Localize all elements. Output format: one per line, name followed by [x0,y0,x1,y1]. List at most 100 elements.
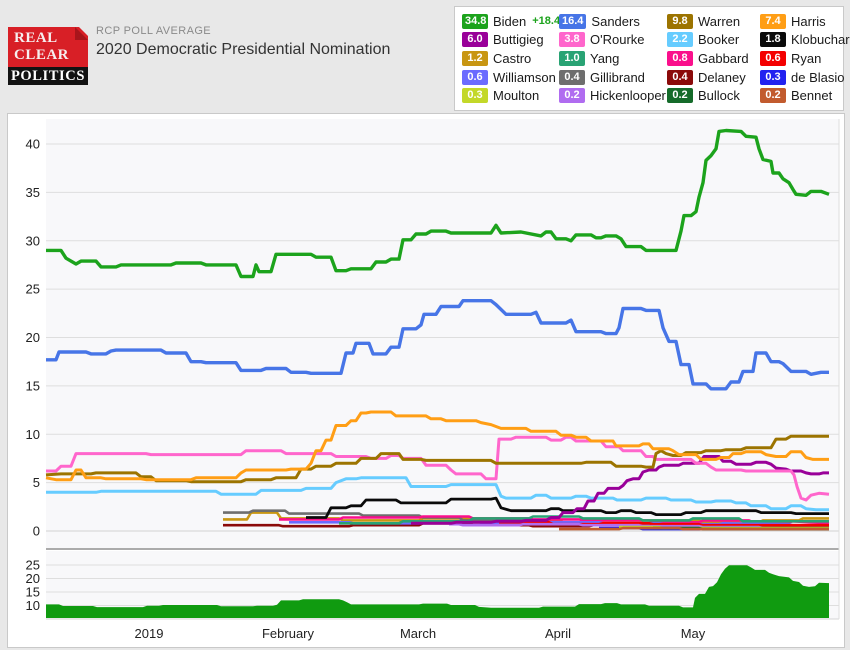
legend-candidate-name: de Blasio [791,69,845,85]
legend-entry-o-rourke[interactable]: 3.8 O'Rourke [559,31,665,50]
legend-column: 7.4 Harris 1.8 Klobuchar 0.6 Ryan 0.3 de Blasio… [760,12,850,105]
legend-candidate-name: Booker [698,32,740,48]
legend-entry-sanders[interactable]: 16.4 Sanders [559,12,665,31]
legend-candidate-name: Klobuchar [791,32,850,48]
chart-kicker: RCP POLL AVERAGE [96,25,212,37]
legend-value-badge: 0.4 [667,69,693,85]
legend-value-badge: 0.2 [559,88,585,104]
rcp-logo[interactable]: REAL CLEAR POLITICS [8,26,89,85]
legend-candidate-name: Gillibrand [590,69,645,85]
legend-value-badge: 16.4 [559,13,587,29]
legend-column: 9.8 Warren 2.2 Booker 0.8 Gabbard 0.4 Delaney 0.… [667,12,758,105]
legend-candidate-name: Biden [493,13,527,29]
legend-candidate-name: Gabbard [698,50,749,66]
legend-entry-hickenlooper[interactable]: 0.2 Hickenlooper [559,86,666,105]
rcp-logo-red-box: REAL CLEAR [8,26,89,67]
legend-candidate-name: Ryan [791,50,822,66]
trend-line-o-rourke [46,435,830,502]
legend-entry-biden[interactable]: 34.8 Biden +18.4 [462,12,561,31]
legend-candidate-name: Bennet [791,88,833,104]
chart-panel: 0 5 10 15 20 25 30 35 40 10 15 20 25 2019 February Marc… [7,113,845,648]
legend-change-value: +18.4 [532,15,561,28]
main-plot-area[interactable] [46,119,839,549]
legend-value-badge: 0.3 [760,69,786,85]
legend-column: 34.8 Biden +18.4 6.0 Buttigieg 1.2 Castro 0.6 Wi… [462,12,561,105]
legend-value-badge: 1.2 [462,50,488,66]
legend-entry-de-blasio[interactable]: 0.3 de Blasio [760,68,850,87]
legend-value-badge: 1.8 [760,32,786,48]
legend-candidate-name: Moulton [493,88,540,104]
legend-entry-harris[interactable]: 7.4 Harris [760,12,850,31]
legend-column: 16.4 Sanders 3.8 O'Rourke 1.0 Yang 0.4 Gillibra… [559,12,666,105]
logo-word-clear: CLEAR [14,47,70,63]
trend-line-williamson [289,520,829,527]
legend-value-badge: 7.4 [760,13,786,29]
y-axis-label-mini: 10 [26,598,40,613]
y-axis-label-main: 10 [26,427,40,442]
legend-candidate-name: Hickenlooper [590,88,666,104]
legend-candidate-name: Harris [791,13,826,29]
legend-value-badge: 9.8 [667,13,693,29]
legend-entry-yang[interactable]: 1.0 Yang [559,49,665,68]
legend-entry-moulton[interactable]: 0.3 Moulton [462,86,557,105]
y-axis-label-mini: 20 [26,571,40,586]
legend-value-badge: 3.8 [559,32,585,48]
legend-candidate-name: Sanders [591,13,640,29]
y-axis-label-mini: 15 [26,585,40,600]
trend-line-biden [46,128,830,279]
legend-value-badge: 0.2 [667,88,693,104]
y-axis-label-main: 30 [26,233,40,248]
legend-entry-warren[interactable]: 9.8 Warren [667,12,758,31]
legend-entry-klobuchar[interactable]: 1.8 Klobuchar [760,31,850,50]
logo-fold-cut [78,26,89,37]
mini-trend-area [46,565,829,618]
x-axis-label: March [400,626,436,641]
trend-line-buttigieg [411,455,829,525]
trend-line-harris [45,410,829,482]
x-axis-label: 2019 [135,626,164,641]
legend-value-badge: 34.8 [462,13,488,29]
legend-value-badge: 0.6 [462,69,488,85]
legend-entry-buttigieg[interactable]: 6.0 Buttigieg [462,31,557,50]
legend-entry-ryan[interactable]: 0.6 Ryan [760,49,850,68]
trend-line-klobuchar [306,496,829,519]
legend-entry-bennet[interactable]: 0.2 Bennet [760,86,850,105]
legend-entry-gabbard[interactable]: 0.8 Gabbard [667,49,758,68]
y-axis-label-mini: 25 [26,558,40,573]
legend-value-badge: 1.0 [559,50,585,66]
legend-candidate-name: Bullock [698,88,740,104]
y-axis-label-main: 40 [26,137,40,152]
page-title: 2020 Democratic Presidential Nomination [96,41,391,58]
trend-line-booker [46,476,829,512]
y-axis-label-main: 0 [33,524,40,539]
legend-entry-castro[interactable]: 1.2 Castro [462,49,557,68]
y-axis-label-main: 5 [33,475,40,490]
legend-value-badge: 0.3 [462,88,488,104]
x-axis-label: February [262,626,315,641]
legend-candidate-name: Yang [590,50,620,66]
trend-line-yang [339,515,829,525]
trend-line-sanders [46,298,829,391]
legend-value-badge: 6.0 [462,32,488,48]
trend-line-warren [45,434,829,484]
legend-entry-williamson[interactable]: 0.6 Williamson [462,68,557,87]
x-axis-label: May [681,626,706,641]
legend-entry-gillibrand[interactable]: 0.4 Gillibrand [559,68,665,87]
legend-value-badge: 0.6 [760,50,786,66]
legend-candidate-name: Buttigieg [493,32,544,48]
legend-entry-delaney[interactable]: 0.4 Delaney [667,68,758,87]
logo-word-politics: POLITICS [8,67,88,85]
legend-candidate-name: Warren [698,13,741,29]
y-axis-label-main: 20 [26,330,40,345]
legend-candidate-name: O'Rourke [590,32,645,48]
legend-value-badge: 0.8 [667,50,693,66]
y-axis-label-main: 15 [26,378,40,393]
legend-candidate-name: Castro [493,50,532,66]
y-axis-label-main: 25 [26,282,40,297]
legend-entry-bullock[interactable]: 0.2 Bullock [667,86,758,105]
legend-entry-booker[interactable]: 2.2 Booker [667,31,758,50]
trend-line-bennet [559,526,829,531]
y-axis-label-main: 35 [26,185,40,200]
